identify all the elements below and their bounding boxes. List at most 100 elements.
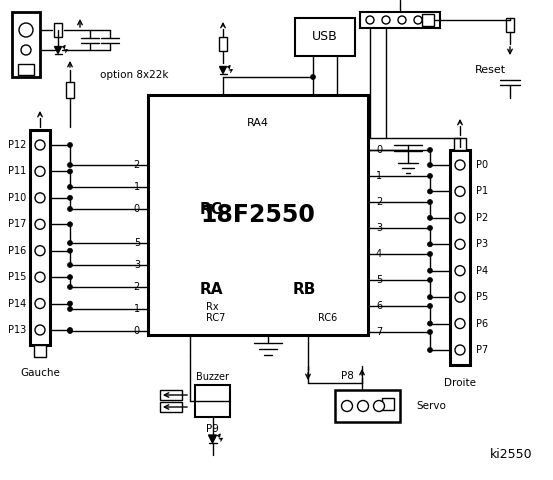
Circle shape	[427, 216, 432, 220]
Circle shape	[427, 329, 432, 335]
Circle shape	[67, 328, 72, 334]
Circle shape	[455, 240, 465, 249]
Circle shape	[427, 200, 432, 204]
Circle shape	[427, 268, 432, 273]
Text: Servo: Servo	[416, 401, 446, 411]
Circle shape	[310, 74, 316, 80]
Circle shape	[35, 325, 45, 335]
Circle shape	[427, 147, 432, 153]
Text: RB: RB	[293, 283, 316, 298]
Circle shape	[35, 140, 45, 150]
Circle shape	[455, 160, 465, 170]
Circle shape	[35, 299, 45, 309]
Circle shape	[67, 263, 72, 267]
Polygon shape	[208, 435, 217, 443]
Text: option 8x22k: option 8x22k	[100, 70, 169, 80]
Text: P6: P6	[476, 319, 488, 329]
Circle shape	[67, 169, 72, 174]
Circle shape	[427, 321, 432, 326]
Circle shape	[427, 252, 432, 256]
Circle shape	[427, 277, 432, 283]
Bar	[12, 12, 40, 77]
Circle shape	[35, 246, 45, 256]
Circle shape	[455, 345, 465, 355]
Text: P11: P11	[8, 167, 26, 177]
Circle shape	[35, 193, 45, 203]
Bar	[295, 18, 355, 56]
Circle shape	[455, 292, 465, 302]
Circle shape	[427, 173, 432, 179]
Bar	[360, 12, 440, 28]
Text: Gauche: Gauche	[20, 368, 60, 378]
Circle shape	[455, 319, 465, 329]
Circle shape	[67, 184, 72, 190]
Bar	[422, 14, 434, 26]
Text: P5: P5	[476, 292, 488, 302]
Text: P7: P7	[476, 345, 488, 355]
Circle shape	[67, 163, 72, 168]
Text: 3: 3	[134, 260, 140, 270]
Text: 1: 1	[134, 304, 140, 314]
Bar	[30, 130, 50, 345]
Text: 4: 4	[376, 249, 382, 259]
Circle shape	[455, 266, 465, 276]
Text: P4: P4	[476, 266, 488, 276]
Text: 5: 5	[134, 238, 140, 248]
Text: 0: 0	[134, 326, 140, 336]
Circle shape	[67, 240, 72, 245]
Circle shape	[373, 400, 384, 411]
Circle shape	[19, 23, 33, 37]
Text: 0: 0	[134, 204, 140, 214]
Bar	[335, 390, 400, 422]
Text: Reset: Reset	[474, 65, 505, 75]
Bar	[506, 18, 514, 32]
Text: 2: 2	[376, 197, 382, 207]
Circle shape	[35, 219, 45, 229]
Circle shape	[398, 16, 406, 24]
Bar	[454, 138, 466, 150]
Text: 7: 7	[376, 327, 382, 337]
Text: RA4: RA4	[247, 118, 269, 128]
Circle shape	[67, 301, 72, 306]
Polygon shape	[220, 67, 227, 73]
Circle shape	[21, 45, 31, 55]
Bar	[66, 82, 74, 98]
Text: RC: RC	[200, 203, 223, 217]
Circle shape	[67, 143, 72, 147]
Circle shape	[67, 327, 72, 333]
Text: 2: 2	[134, 282, 140, 292]
Text: P3: P3	[476, 240, 488, 249]
Text: Buzzer: Buzzer	[196, 372, 229, 382]
Bar	[219, 37, 227, 51]
Bar	[148, 95, 368, 335]
Circle shape	[357, 400, 368, 411]
Circle shape	[35, 272, 45, 282]
Text: P17: P17	[8, 219, 26, 229]
Circle shape	[67, 222, 72, 227]
Circle shape	[35, 167, 45, 177]
Text: P0: P0	[476, 160, 488, 170]
Bar	[160, 402, 182, 412]
Text: Rx: Rx	[206, 302, 218, 312]
Text: 0: 0	[376, 145, 382, 155]
Circle shape	[67, 275, 72, 280]
Text: P15: P15	[8, 272, 26, 282]
Text: P1: P1	[476, 186, 488, 196]
Circle shape	[382, 16, 390, 24]
Text: 6: 6	[376, 301, 382, 311]
Text: P12: P12	[8, 140, 26, 150]
Text: USB: USB	[312, 31, 338, 44]
Bar	[160, 390, 182, 400]
Bar	[195, 385, 230, 417]
Circle shape	[67, 307, 72, 312]
Text: 18F2550: 18F2550	[201, 203, 315, 227]
Text: RC6: RC6	[319, 313, 338, 323]
Text: ki2550: ki2550	[490, 448, 533, 461]
Circle shape	[67, 206, 72, 212]
Bar	[54, 23, 62, 37]
Text: RA: RA	[200, 283, 223, 298]
Bar	[450, 150, 470, 365]
Polygon shape	[55, 47, 61, 53]
Circle shape	[427, 163, 432, 168]
Text: 1: 1	[134, 182, 140, 192]
